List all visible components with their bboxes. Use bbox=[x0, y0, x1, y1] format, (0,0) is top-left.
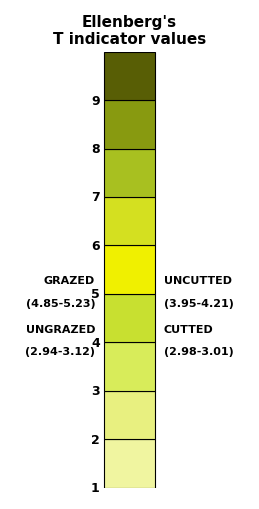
Text: UNCUTTED: UNCUTTED bbox=[164, 276, 232, 286]
Text: 2: 2 bbox=[91, 433, 100, 446]
Text: 4: 4 bbox=[91, 336, 100, 349]
Bar bbox=[104, 101, 155, 149]
Text: UNGRAZED: UNGRAZED bbox=[26, 324, 95, 334]
Bar bbox=[104, 52, 155, 101]
Text: 7: 7 bbox=[91, 191, 100, 204]
Text: (4.85-5.23): (4.85-5.23) bbox=[26, 298, 95, 308]
Bar bbox=[104, 149, 155, 197]
Bar bbox=[104, 294, 155, 343]
Text: (3.95-4.21): (3.95-4.21) bbox=[164, 298, 234, 308]
Title: Ellenberg's
T indicator values: Ellenberg's T indicator values bbox=[53, 15, 206, 47]
Text: GRAZED: GRAZED bbox=[44, 276, 95, 286]
Text: 9: 9 bbox=[91, 95, 100, 107]
Bar bbox=[104, 246, 155, 294]
Text: 5: 5 bbox=[91, 288, 100, 301]
Bar bbox=[104, 439, 155, 488]
Text: (2.94-3.12): (2.94-3.12) bbox=[25, 346, 95, 356]
Text: 3: 3 bbox=[91, 384, 100, 398]
Bar bbox=[104, 391, 155, 439]
Text: CUTTED: CUTTED bbox=[164, 324, 214, 334]
Text: 8: 8 bbox=[91, 143, 100, 156]
Bar bbox=[104, 343, 155, 391]
Bar bbox=[104, 197, 155, 246]
Text: 1: 1 bbox=[91, 481, 100, 494]
Text: (2.98-3.01): (2.98-3.01) bbox=[164, 346, 234, 356]
Text: 6: 6 bbox=[91, 239, 100, 252]
